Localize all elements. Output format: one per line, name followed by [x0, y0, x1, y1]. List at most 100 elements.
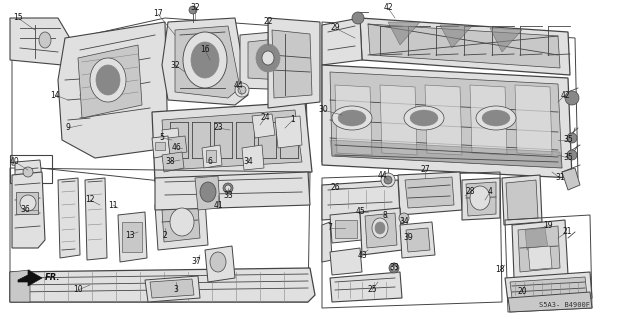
Text: 15: 15 — [13, 13, 23, 23]
Text: 9: 9 — [65, 123, 70, 132]
Ellipse shape — [20, 195, 36, 211]
Text: 44: 44 — [378, 170, 388, 180]
Polygon shape — [360, 208, 402, 255]
Polygon shape — [365, 213, 397, 248]
Polygon shape — [162, 18, 248, 105]
Ellipse shape — [39, 32, 51, 48]
Text: 17: 17 — [153, 10, 163, 19]
Text: 34: 34 — [399, 218, 409, 226]
Polygon shape — [330, 212, 362, 243]
Polygon shape — [162, 206, 200, 242]
Ellipse shape — [404, 106, 444, 130]
Polygon shape — [58, 178, 80, 258]
Polygon shape — [18, 270, 42, 286]
Polygon shape — [440, 25, 472, 48]
Polygon shape — [330, 272, 402, 302]
Text: 18: 18 — [495, 265, 505, 275]
Polygon shape — [162, 128, 180, 150]
Polygon shape — [275, 116, 302, 148]
Ellipse shape — [338, 110, 366, 126]
Text: 38: 38 — [165, 158, 175, 167]
Text: 25: 25 — [367, 286, 377, 294]
Text: 33: 33 — [389, 263, 399, 272]
Text: 13: 13 — [125, 231, 135, 240]
Text: 31: 31 — [555, 174, 565, 182]
Polygon shape — [152, 102, 312, 182]
Text: 20: 20 — [517, 287, 527, 296]
Polygon shape — [466, 182, 496, 216]
Polygon shape — [58, 22, 168, 158]
Polygon shape — [205, 246, 235, 282]
Bar — [206, 150, 216, 162]
Text: 19: 19 — [543, 220, 553, 229]
Polygon shape — [272, 30, 312, 98]
Ellipse shape — [332, 106, 372, 130]
Polygon shape — [562, 168, 580, 190]
Text: 42: 42 — [383, 4, 393, 12]
Polygon shape — [10, 18, 78, 65]
Polygon shape — [506, 180, 538, 220]
Polygon shape — [512, 220, 568, 278]
Text: 10: 10 — [73, 286, 83, 294]
Bar — [155, 142, 165, 150]
Text: 8: 8 — [383, 211, 387, 219]
Polygon shape — [335, 85, 372, 155]
Text: 44: 44 — [233, 80, 243, 90]
Polygon shape — [12, 172, 45, 248]
Text: 6: 6 — [207, 158, 212, 167]
Ellipse shape — [384, 176, 392, 184]
Text: 5: 5 — [159, 133, 164, 143]
Polygon shape — [425, 85, 462, 155]
Bar — [10, 155, 52, 183]
Polygon shape — [248, 38, 292, 80]
Ellipse shape — [410, 110, 438, 126]
Polygon shape — [380, 85, 417, 155]
Text: FR.: FR. — [45, 273, 61, 283]
Ellipse shape — [391, 265, 397, 271]
Text: 43: 43 — [357, 250, 367, 259]
Bar — [122, 222, 142, 252]
Ellipse shape — [482, 110, 510, 126]
Text: 11: 11 — [108, 201, 118, 210]
Text: 45: 45 — [355, 207, 365, 217]
Polygon shape — [368, 24, 560, 68]
Ellipse shape — [90, 58, 126, 102]
Polygon shape — [10, 268, 315, 302]
Polygon shape — [195, 176, 220, 210]
Text: 1: 1 — [291, 115, 296, 124]
Polygon shape — [400, 222, 435, 258]
Text: 24: 24 — [260, 114, 270, 122]
Ellipse shape — [476, 106, 516, 130]
Polygon shape — [202, 145, 222, 168]
Polygon shape — [252, 114, 275, 138]
Polygon shape — [242, 145, 264, 170]
Polygon shape — [330, 140, 562, 168]
Text: 40: 40 — [10, 158, 20, 167]
Polygon shape — [15, 160, 42, 188]
Ellipse shape — [223, 183, 233, 193]
Text: 22: 22 — [263, 18, 273, 26]
Polygon shape — [322, 65, 572, 178]
Text: 33: 33 — [223, 190, 233, 199]
Polygon shape — [398, 172, 462, 215]
Ellipse shape — [183, 32, 227, 88]
Text: 34: 34 — [243, 158, 253, 167]
Polygon shape — [330, 72, 562, 168]
Ellipse shape — [225, 185, 231, 191]
Ellipse shape — [170, 208, 194, 236]
Ellipse shape — [262, 51, 274, 65]
Polygon shape — [322, 180, 400, 220]
Polygon shape — [322, 222, 332, 262]
Text: 29: 29 — [330, 24, 340, 33]
Text: 30: 30 — [318, 106, 328, 115]
Text: 35: 35 — [563, 136, 573, 145]
Polygon shape — [168, 136, 187, 155]
Polygon shape — [505, 272, 592, 302]
Polygon shape — [518, 226, 560, 272]
Polygon shape — [388, 22, 420, 45]
Text: S5A3- B4900F: S5A3- B4900F — [539, 302, 590, 308]
Polygon shape — [528, 246, 552, 270]
Ellipse shape — [399, 213, 409, 223]
Polygon shape — [175, 26, 240, 98]
Bar — [335, 220, 357, 238]
